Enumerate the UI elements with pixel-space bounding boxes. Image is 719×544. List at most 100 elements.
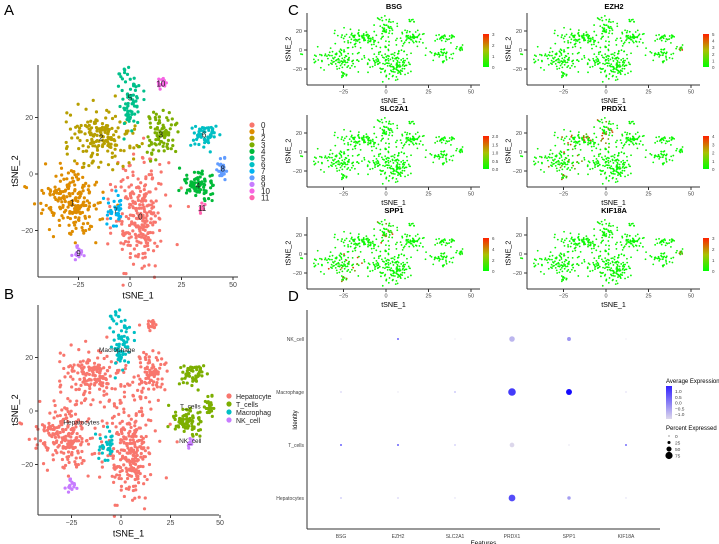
cluster-5-point — [122, 121, 127, 126]
expression-point — [411, 36, 414, 39]
expression-point — [347, 142, 349, 144]
expression-point — [658, 55, 661, 58]
celltype-point — [139, 451, 143, 456]
expression-point — [401, 248, 404, 251]
cluster-4-point — [200, 169, 204, 173]
expression-point — [435, 53, 437, 56]
expression-point — [619, 37, 622, 40]
expression-point — [418, 135, 421, 138]
expression-point — [579, 148, 582, 151]
expression-point — [552, 57, 555, 60]
expression-point — [412, 18, 414, 21]
cluster-2-point — [95, 129, 99, 133]
expression-point — [366, 164, 369, 167]
expression-point — [351, 154, 354, 157]
celltype-point — [121, 350, 125, 354]
expression-point — [569, 41, 572, 44]
expression-point — [406, 57, 409, 60]
expression-point — [371, 167, 374, 170]
expression-point — [407, 37, 410, 39]
expression-point — [342, 152, 345, 155]
cluster-1-point — [52, 189, 57, 194]
expression-point — [451, 137, 454, 140]
cluster-5-point — [136, 110, 140, 114]
celltype-point — [61, 445, 65, 449]
celltype-point — [158, 439, 162, 443]
expression-point — [579, 46, 582, 49]
celltype-point — [117, 432, 121, 437]
expression-point — [380, 139, 383, 142]
panel-c-PRDX1-y-tick-label: −20 — [513, 169, 522, 175]
celltype-point — [117, 473, 122, 477]
cluster-0-point — [133, 200, 137, 204]
expression-point — [624, 175, 626, 178]
expression-point — [397, 154, 400, 157]
cluster-0-point — [121, 283, 125, 287]
celltype-point — [137, 469, 141, 473]
panel-c-SLC2A1-y-tick-label: −20 — [293, 169, 302, 175]
cluster-1-point — [48, 188, 52, 192]
expression-point — [567, 161, 570, 163]
expression-point — [560, 62, 563, 65]
expression-point — [317, 59, 320, 61]
expression-point — [587, 160, 590, 163]
expression-point — [663, 51, 666, 54]
expression-point — [384, 249, 387, 252]
expression-point — [320, 156, 323, 158]
expression-point — [569, 28, 572, 31]
expression-point — [340, 164, 343, 167]
expression-point — [367, 239, 370, 242]
expression-point — [371, 149, 373, 152]
expression-point — [388, 32, 390, 35]
expression-point — [611, 32, 614, 35]
expression-point — [546, 157, 548, 159]
celltype-point — [98, 475, 102, 479]
expression-point — [399, 71, 402, 74]
expression-point — [627, 163, 630, 166]
celltype-point — [132, 338, 137, 343]
celltype-point — [136, 477, 140, 481]
cluster-0-point — [147, 263, 151, 267]
celltype-point — [210, 394, 214, 398]
cluster-1-point — [62, 210, 67, 214]
cluster-0-point — [126, 175, 130, 180]
celltype-point — [48, 411, 52, 415]
celltype-point — [135, 439, 140, 443]
expression-point — [660, 152, 662, 155]
expression-point — [409, 38, 412, 41]
expression-point — [358, 242, 361, 245]
expression-point — [614, 39, 617, 42]
expression-point — [375, 59, 378, 61]
expression-point — [611, 131, 614, 134]
expression-point — [567, 154, 570, 157]
expression-point — [366, 135, 368, 138]
celltype-point — [127, 467, 132, 471]
expression-point — [334, 164, 337, 167]
expression-point — [575, 142, 577, 144]
celltype-point — [137, 495, 141, 499]
expression-point — [629, 137, 632, 140]
cluster-1-point — [73, 209, 77, 213]
expression-point — [664, 40, 667, 43]
expression-point — [576, 59, 578, 61]
expression-point — [354, 147, 357, 150]
expression-point — [388, 146, 390, 149]
expression-point — [326, 259, 328, 261]
expression-point — [614, 181, 617, 184]
expression-point — [352, 62, 355, 65]
expression-point — [606, 62, 609, 65]
expression-point — [385, 31, 387, 34]
legend-key — [226, 393, 232, 399]
cluster-1-point — [81, 183, 85, 187]
expression-point — [448, 242, 451, 244]
expression-point — [606, 166, 609, 169]
expression-point — [386, 62, 389, 65]
celltype-point — [160, 357, 164, 361]
expression-point — [626, 132, 629, 134]
expression-point — [382, 62, 384, 65]
panel-c-SLC2A1-y-tick-label: 0 — [299, 150, 302, 156]
expression-point — [396, 139, 398, 142]
panel-c-EZH2-y-tick-label: 0 — [519, 48, 522, 54]
expression-point — [578, 137, 581, 140]
cluster-0-point — [121, 167, 125, 171]
